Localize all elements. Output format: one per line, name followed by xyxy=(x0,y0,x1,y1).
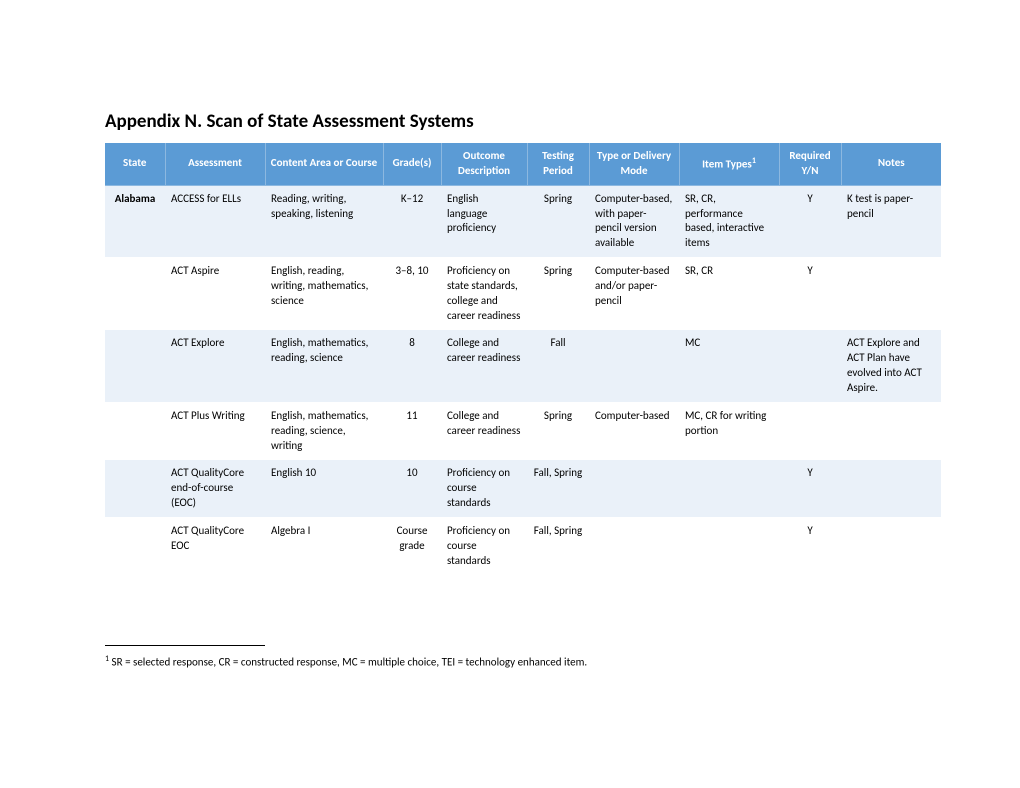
cell-required: Y xyxy=(779,185,841,257)
cell-grades: Course grade xyxy=(383,517,441,575)
cell-period: Fall, Spring xyxy=(527,517,589,575)
footnote-text: SR = selected response, CR = constructed… xyxy=(109,656,587,669)
cell-required xyxy=(779,402,841,460)
cell-delivery xyxy=(589,517,679,575)
col-assessment: Assessment xyxy=(165,143,265,185)
cell-delivery xyxy=(589,460,679,518)
cell-required: Y xyxy=(779,517,841,575)
footnote: 1 SR = selected response, CR = construct… xyxy=(105,654,930,669)
cell-assessment: ACT Plus Writing xyxy=(165,402,265,460)
col-itemtypes-label: Item Types xyxy=(702,157,752,170)
cell-outcome: College and career readiness xyxy=(441,402,527,460)
cell-assessment: ACCESS for ELLs xyxy=(165,185,265,257)
superscript-icon: 1 xyxy=(752,156,756,166)
cell-notes xyxy=(841,402,941,460)
cell-content: English 10 xyxy=(265,460,383,518)
table-row: ACT AspireEnglish, reading, writing, mat… xyxy=(105,258,941,330)
cell-assessment: ACT Explore xyxy=(165,330,265,402)
footnote-separator xyxy=(105,645,265,646)
cell-period: Spring xyxy=(527,402,589,460)
assessment-table: State Assessment Content Area or Course … xyxy=(105,143,941,575)
cell-state xyxy=(105,258,165,330)
cell-content: Algebra I xyxy=(265,517,383,575)
cell-grades: 10 xyxy=(383,460,441,518)
cell-period: Fall xyxy=(527,330,589,402)
cell-state xyxy=(105,517,165,575)
cell-grades: 8 xyxy=(383,330,441,402)
cell-content: Reading, writing, speaking, listening xyxy=(265,185,383,257)
cell-outcome: English language proficiency xyxy=(441,185,527,257)
col-itemtypes: Item Types1 xyxy=(679,143,779,185)
cell-notes: ACT Explore and ACT Plan have evolved in… xyxy=(841,330,941,402)
cell-delivery: Computer-based and/or paper-pencil xyxy=(589,258,679,330)
cell-itemtypes: MC, CR for writing portion xyxy=(679,402,779,460)
cell-assessment: ACT Aspire xyxy=(165,258,265,330)
table-row: ACT Plus WritingEnglish, mathematics, re… xyxy=(105,402,941,460)
cell-state: Alabama xyxy=(105,185,165,257)
col-grades: Grade(s) xyxy=(383,143,441,185)
cell-period: Spring xyxy=(527,185,589,257)
cell-assessment: ACT QualityCore EOC xyxy=(165,517,265,575)
cell-content: English, mathematics, reading, science, … xyxy=(265,402,383,460)
cell-notes: K test is paper-pencil xyxy=(841,185,941,257)
cell-required: Y xyxy=(779,460,841,518)
cell-notes xyxy=(841,258,941,330)
page-title: Appendix N. Scan of State Assessment Sys… xyxy=(105,110,930,133)
col-notes: Notes xyxy=(841,143,941,185)
cell-delivery: Computer-based xyxy=(589,402,679,460)
table-row: ACT QualityCore end-of-course (EOC)Engli… xyxy=(105,460,941,518)
col-delivery: Type or Delivery Mode xyxy=(589,143,679,185)
table-body: AlabamaACCESS for ELLsReading, writing, … xyxy=(105,185,941,575)
cell-grades: 3–8, 10 xyxy=(383,258,441,330)
cell-content: English, mathematics, reading, science xyxy=(265,330,383,402)
cell-itemtypes: SR, CR xyxy=(679,258,779,330)
cell-state xyxy=(105,460,165,518)
cell-delivery xyxy=(589,330,679,402)
cell-period: Fall, Spring xyxy=(527,460,589,518)
table-row: ACT QualityCore EOCAlgebra ICourse grade… xyxy=(105,517,941,575)
cell-delivery: Computer-based, with paper-pencil versio… xyxy=(589,185,679,257)
col-period: Testing Period xyxy=(527,143,589,185)
cell-notes xyxy=(841,517,941,575)
cell-itemtypes: MC xyxy=(679,330,779,402)
col-state: State xyxy=(105,143,165,185)
cell-required xyxy=(779,330,841,402)
col-outcome: Outcome Description xyxy=(441,143,527,185)
cell-grades: 11 xyxy=(383,402,441,460)
cell-content: English, reading, writing, mathematics, … xyxy=(265,258,383,330)
cell-grades: K–12 xyxy=(383,185,441,257)
col-content: Content Area or Course xyxy=(265,143,383,185)
cell-notes xyxy=(841,460,941,518)
table-row: ACT ExploreEnglish, mathematics, reading… xyxy=(105,330,941,402)
cell-state xyxy=(105,402,165,460)
cell-required: Y xyxy=(779,258,841,330)
cell-itemtypes xyxy=(679,517,779,575)
table-header-row: State Assessment Content Area or Course … xyxy=(105,143,941,185)
cell-outcome: Proficiency on course standards xyxy=(441,517,527,575)
cell-itemtypes: SR, CR, performance based, interactive i… xyxy=(679,185,779,257)
cell-state xyxy=(105,330,165,402)
col-required: Required Y/N xyxy=(779,143,841,185)
cell-outcome: Proficiency on course standards xyxy=(441,460,527,518)
cell-outcome: College and career readiness xyxy=(441,330,527,402)
cell-outcome: Proficiency on state standards, college … xyxy=(441,258,527,330)
cell-assessment: ACT QualityCore end-of-course (EOC) xyxy=(165,460,265,518)
table-row: AlabamaACCESS for ELLsReading, writing, … xyxy=(105,185,941,257)
cell-period: Spring xyxy=(527,258,589,330)
cell-itemtypes xyxy=(679,460,779,518)
